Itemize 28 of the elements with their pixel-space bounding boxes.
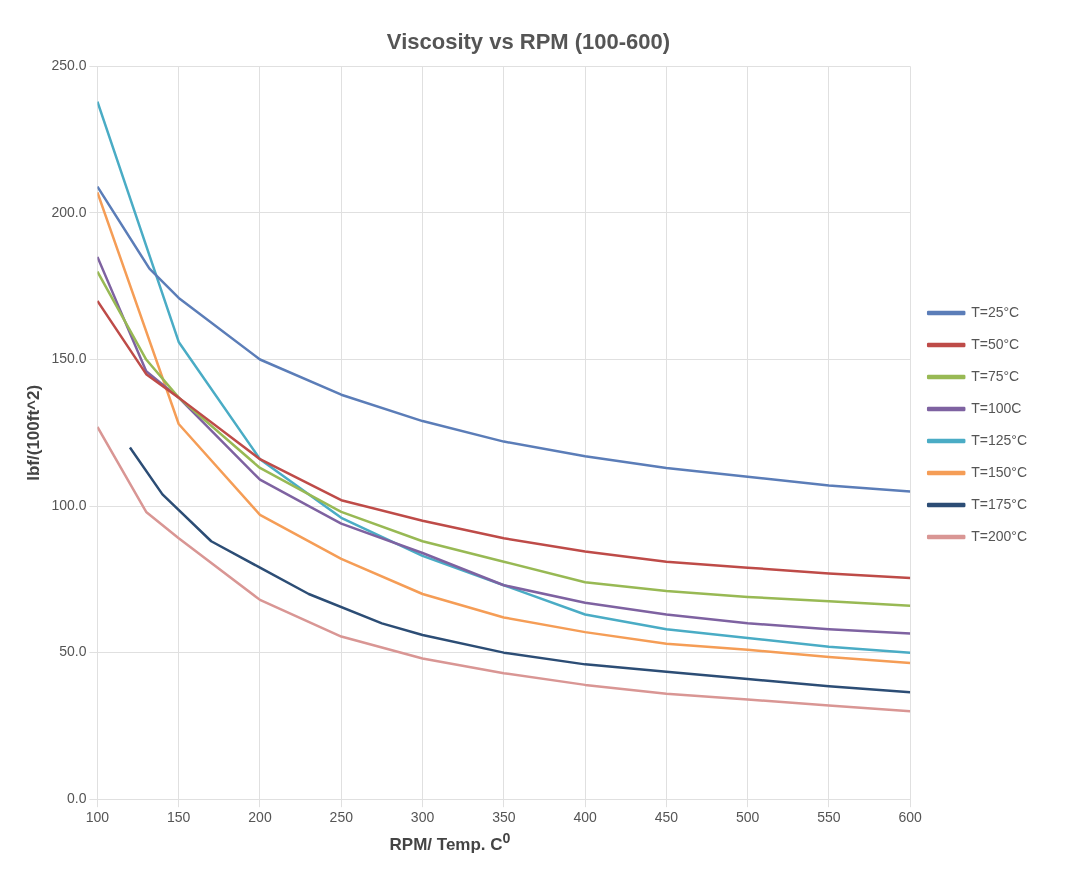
x-tick-label: 350	[492, 809, 516, 826]
x-tick-label: 250	[329, 809, 354, 826]
y-tick-label: 200.0	[51, 203, 87, 220]
x-tick-label: 100	[85, 809, 110, 826]
x-tick-label: 450	[654, 809, 679, 826]
legend-label: T=200°C	[971, 527, 1027, 544]
legend-label: T=75°C	[971, 367, 1020, 384]
legend-label: T=175°C	[971, 495, 1027, 512]
x-axis-title: RPM/ Temp. C$^{0}$	[388, 830, 512, 855]
y-tick-label: 50.0	[59, 643, 87, 660]
x-tick-label: 150	[167, 809, 191, 826]
x-tick-label: 400	[573, 809, 597, 826]
x-tick-label: 600	[898, 809, 923, 826]
legend-label: T=50°C	[971, 335, 1020, 352]
y-tick-label: 0.0	[66, 790, 87, 807]
legend-label: T=100C	[971, 399, 1022, 416]
y-axis-title: lbf/(100ft^2)	[23, 384, 43, 481]
legend-label: T=150°C	[971, 463, 1027, 480]
x-tick-label: 500	[735, 809, 760, 826]
y-tick-label: 150.0	[51, 350, 87, 367]
x-tick-label: 300	[410, 809, 435, 826]
legend-label: T=25°C	[971, 303, 1020, 320]
y-tick-label: 100.0	[51, 496, 87, 513]
legend-label: T=125°C	[971, 431, 1027, 448]
x-tick-label: 200	[248, 809, 272, 826]
x-tick-label: 550	[817, 809, 841, 826]
chart-title: Viscosity vs RPM (100-600)	[386, 29, 671, 55]
y-tick-label: 250.0	[51, 57, 87, 74]
